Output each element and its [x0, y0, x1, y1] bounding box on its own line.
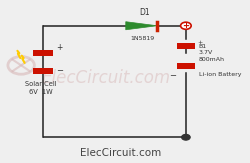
Polygon shape: [126, 22, 157, 30]
Text: −: −: [169, 71, 176, 80]
Text: Solar Cell
6V  1W: Solar Cell 6V 1W: [24, 82, 56, 96]
Bar: [177, 43, 195, 49]
Text: Li-ion Battery: Li-ion Battery: [198, 72, 241, 77]
Text: +: +: [197, 40, 202, 45]
Circle shape: [180, 22, 191, 29]
Text: D1: D1: [139, 8, 150, 17]
Text: ElecCircuit.com: ElecCircuit.com: [80, 148, 162, 158]
Text: ElecCircuit.com: ElecCircuit.com: [42, 69, 171, 87]
Text: +: +: [182, 21, 190, 30]
Text: B1
3.7V
800mAh: B1 3.7V 800mAh: [198, 44, 224, 62]
Text: +: +: [56, 43, 63, 52]
Text: −: −: [56, 66, 64, 75]
Circle shape: [182, 134, 190, 140]
Text: 1N5819: 1N5819: [130, 36, 154, 41]
Bar: [32, 68, 53, 74]
Bar: [32, 50, 53, 56]
Bar: [177, 63, 195, 69]
